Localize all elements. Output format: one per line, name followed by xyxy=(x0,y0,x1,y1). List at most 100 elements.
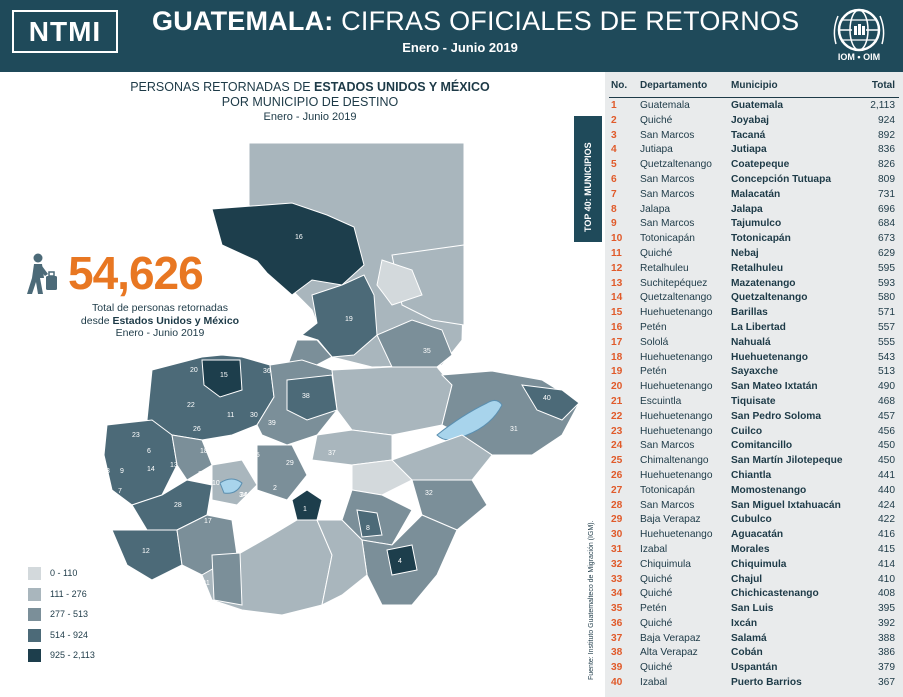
header-departamento: Departamento xyxy=(640,80,708,91)
map-label-10: 10 xyxy=(212,480,220,487)
map-label-39: 39 xyxy=(268,420,276,427)
table-row: 31 Izabal Morales 415 xyxy=(605,543,903,558)
map-label-18: 18 xyxy=(200,448,208,455)
row-municipio: Tiquisate xyxy=(731,395,776,407)
row-total: 892 xyxy=(878,129,895,141)
row-departamento: Huehuetenango xyxy=(640,351,713,363)
table-row: 34 Quiché Chichicastenango 408 xyxy=(605,587,903,602)
row-municipio: Tacaná xyxy=(731,129,766,141)
row-total: 392 xyxy=(878,617,895,629)
table-row: 22 Huehuetenango San Pedro Soloma 457 xyxy=(605,410,903,425)
map-label-36: 36 xyxy=(263,368,271,375)
map-region-tiquisate xyxy=(211,552,243,606)
row-municipio: Ixcán xyxy=(731,617,758,629)
map-title-line2: POR MUNICIPIO DE DESTINO xyxy=(221,95,399,109)
table-row: 25 Chimaltenango San Martín Jilotepeque 450 xyxy=(605,454,903,469)
row-no: 29 xyxy=(611,514,623,526)
map-label-16: 16 xyxy=(295,234,303,241)
row-total: 513 xyxy=(878,366,895,378)
row-total: 468 xyxy=(878,395,895,407)
row-total: 595 xyxy=(878,262,895,274)
row-total: 416 xyxy=(878,529,895,541)
page-subtitle: Enero - Junio 2019 xyxy=(402,40,518,55)
desc-line1: Total de personas retornadas xyxy=(91,302,228,314)
map-label-12: 12 xyxy=(142,548,150,555)
map-label-35: 35 xyxy=(423,348,431,355)
row-no: 37 xyxy=(611,632,623,644)
map-region-totonicapan xyxy=(171,434,213,481)
map-label-1: 1 xyxy=(303,506,307,513)
table-row: 24 San Marcos Comitancillo 450 xyxy=(605,439,903,454)
row-departamento: Huehuetenango xyxy=(640,529,713,541)
table-row: 23 Huehuetenango Cuilco 456 xyxy=(605,425,903,440)
row-total: 422 xyxy=(878,514,895,526)
table-row: 9 San Marcos Tajumulco 684 xyxy=(605,217,903,232)
row-no: 24 xyxy=(611,440,623,452)
row-total: 571 xyxy=(878,307,895,319)
row-total: 809 xyxy=(878,173,895,185)
row-municipio: San Pedro Soloma xyxy=(731,410,822,422)
desc-line2-pre: desde xyxy=(80,314,113,327)
row-departamento: Quiché xyxy=(640,114,673,126)
map-label-25: 25 xyxy=(252,452,260,459)
map-region-puerto-barrios xyxy=(521,384,580,421)
map-label-29: 29 xyxy=(286,460,294,467)
row-total: 450 xyxy=(878,440,895,452)
row-no: 7 xyxy=(611,188,617,200)
row-no: 5 xyxy=(611,159,617,171)
legend-label: 277 - 513 xyxy=(50,609,89,619)
map-label-17: 17 xyxy=(204,518,212,525)
row-departamento: Huehuetenango xyxy=(640,425,713,437)
row-municipio: Tajumulco xyxy=(731,218,782,230)
map-label-40: 40 xyxy=(543,395,551,402)
row-no: 19 xyxy=(611,366,623,378)
row-departamento: Izabal xyxy=(640,677,668,689)
row-total: 557 xyxy=(878,321,895,333)
row-departamento: Izabal xyxy=(640,543,668,555)
row-no: 40 xyxy=(611,677,623,689)
row-departamento: Huehuetenango xyxy=(640,307,713,319)
row-municipio: Totonicapán xyxy=(731,233,791,245)
row-municipio: San Luis xyxy=(731,603,774,615)
row-departamento: San Marcos xyxy=(640,440,695,452)
row-municipio: San Martín Jilotepeque xyxy=(731,455,843,467)
map-region-chiquimula xyxy=(411,479,488,531)
row-total: 424 xyxy=(878,499,895,511)
row-no: 38 xyxy=(611,647,623,659)
row-municipio: La Libertad xyxy=(731,321,786,333)
row-departamento: Jalapa xyxy=(640,203,671,215)
row-departamento: Quetzaltenango xyxy=(640,292,712,304)
row-no: 14 xyxy=(611,292,623,304)
map-label-11: 11 xyxy=(227,412,234,419)
map-region-peten-light xyxy=(376,259,423,306)
table-row: 29 Baja Verapaz Cubulco 422 xyxy=(605,513,903,528)
map-region-zacapa xyxy=(391,434,493,481)
row-municipio: Cobán xyxy=(731,647,763,659)
row-municipio: Chiantla xyxy=(731,469,772,481)
header-total: Total xyxy=(871,80,895,91)
table-row: 12 Retalhuleu Retalhuleu 595 xyxy=(605,262,903,277)
row-municipio: Nebaj xyxy=(731,247,759,259)
map-label-20: 20 xyxy=(190,367,198,374)
map-region-alta-verapaz xyxy=(331,366,453,436)
row-municipio: Jutiapa xyxy=(731,144,767,156)
legend-label: 111 - 276 xyxy=(50,588,87,599)
row-no: 35 xyxy=(611,603,623,615)
map-label-8: 8 xyxy=(366,525,370,532)
row-total: 684 xyxy=(878,218,895,230)
map-label-5: 5 xyxy=(132,523,136,530)
map-region-barillas xyxy=(201,359,243,398)
map-region-coban xyxy=(286,374,338,421)
map-label-38: 38 xyxy=(302,393,310,400)
row-total: 629 xyxy=(878,247,895,259)
table-row: 10 Totonicapán Totonicapán 673 xyxy=(605,232,903,247)
map-label-37: 37 xyxy=(328,450,336,457)
row-municipio: Nahualá xyxy=(731,336,771,348)
legend-label: 925 - 2,113 xyxy=(50,650,95,660)
map-region-baja-verapaz xyxy=(311,429,393,466)
row-departamento: Quiché xyxy=(640,662,673,674)
map-label-14: 14 xyxy=(147,466,155,473)
row-no: 32 xyxy=(611,558,623,570)
table-row: 30 Huehuetenango Aguacatán 416 xyxy=(605,528,903,543)
row-departamento: Baja Verapaz xyxy=(640,632,701,644)
